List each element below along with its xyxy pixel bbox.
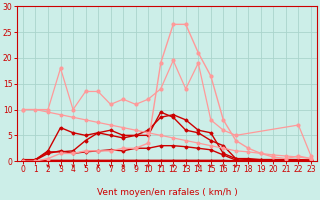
X-axis label: Vent moyen/en rafales ( km/h ): Vent moyen/en rafales ( km/h ) xyxy=(97,188,237,197)
